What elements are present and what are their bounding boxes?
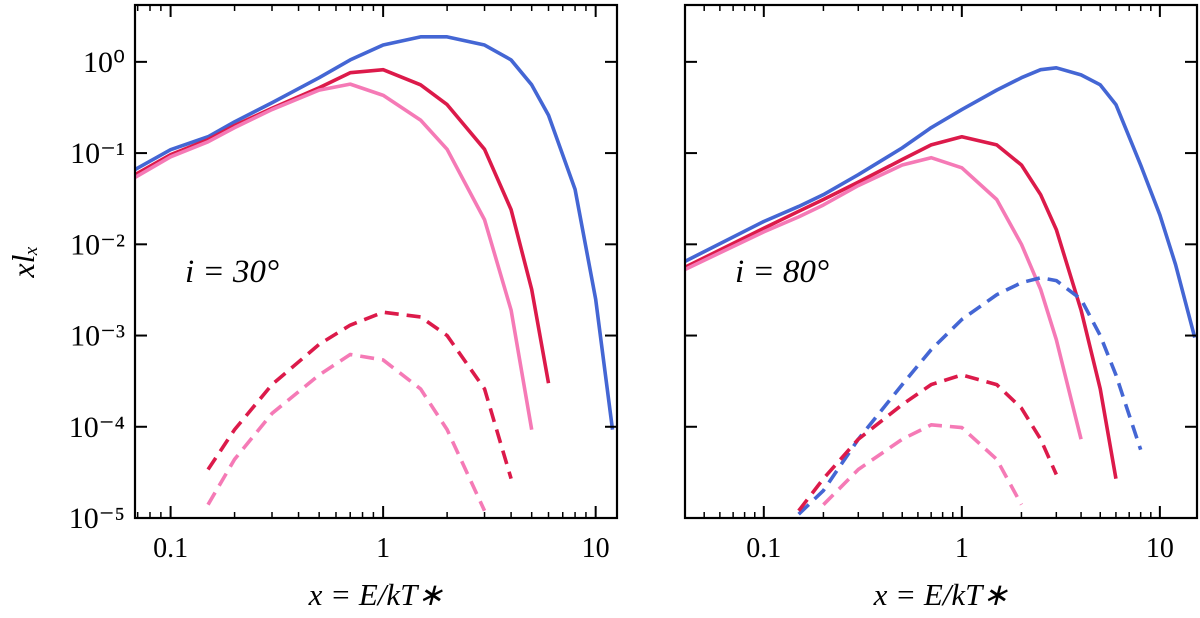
line [685,155,1083,440]
dashed-line [797,275,1143,516]
panel: 0.1 1 10 x = E/kT∗ i = 80° [683,3,1199,612]
frame [683,3,1199,520]
dashed-line [206,352,487,512]
annotation: i = 80° [735,254,829,290]
y-tick-label: 10⁻² [70,228,125,261]
y-tick-label: 10⁻³ [70,320,125,353]
y-tick-label: 10⁰ [83,46,125,79]
frame [133,3,619,520]
y-tick-label: 10⁻⁵ [69,502,125,535]
line [685,66,1197,339]
x-tick-label: 0.1 [153,533,188,564]
line [135,82,534,430]
line [685,134,1118,479]
x-tick-label: 10 [582,533,610,564]
y-axis-label: xlₓ [5,245,41,278]
line [135,35,615,430]
panel: 0.1 1 10 10⁰ 10⁻¹ 10⁻² 10⁻³ 10⁻⁴ 10⁻⁵ x = E/kT∗ xl… [5,3,619,612]
x-tick-label: 10 [1146,533,1174,564]
dashed-line [822,423,1024,506]
dashed-line [797,373,1058,512]
x-tick-label: 1 [376,533,390,564]
x-tick-label: 0.1 [746,533,781,564]
plot-area [685,66,1197,516]
x-axis-label: x = E/kT∗ [873,577,1009,612]
x-axis-label: x = E/kT∗ [308,577,444,612]
y-tick-label: 10⁻⁴ [69,411,125,444]
plot-area [135,35,615,512]
y-tick-label: 10⁻¹ [70,137,125,170]
annotation: i = 30° [185,254,279,290]
dashed-line [206,310,513,480]
x-tick-label: 1 [955,533,969,564]
